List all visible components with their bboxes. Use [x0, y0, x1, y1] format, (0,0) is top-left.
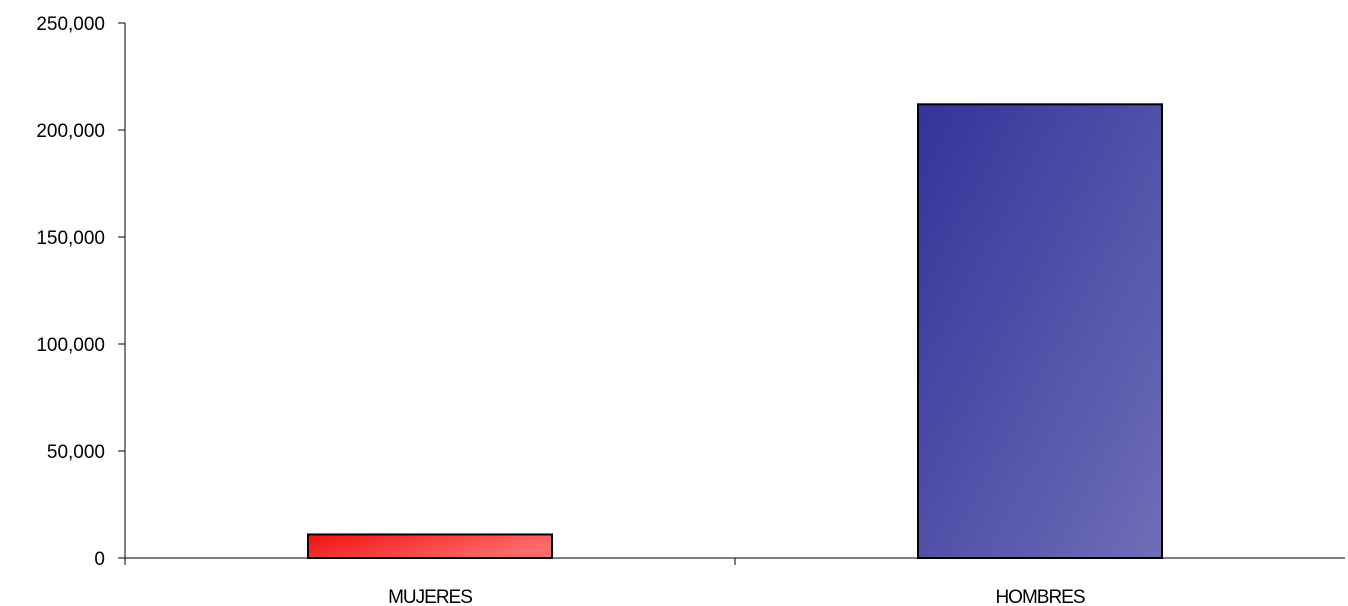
bars	[307, 103, 1163, 560]
bar-hombres	[917, 103, 1163, 559]
y-tick-label: 100,000	[36, 335, 105, 356]
y-tick-label: 150,000	[36, 228, 105, 249]
y-tick-label: 200,000	[36, 121, 105, 142]
x-tick-label: HOMBRES	[995, 587, 1084, 606]
y-tick-label: 0	[94, 549, 105, 570]
y-axis: 0 50,000 100,000 150,000 200,000 250,000	[36, 14, 126, 570]
y-tick-label: 250,000	[36, 14, 105, 35]
x-axis: MUJERES HOMBRES	[125, 557, 1345, 606]
bar-mujeres	[307, 533, 553, 560]
y-tick-label: 50,000	[47, 442, 105, 463]
x-tick-label: MUJERES	[388, 587, 472, 606]
